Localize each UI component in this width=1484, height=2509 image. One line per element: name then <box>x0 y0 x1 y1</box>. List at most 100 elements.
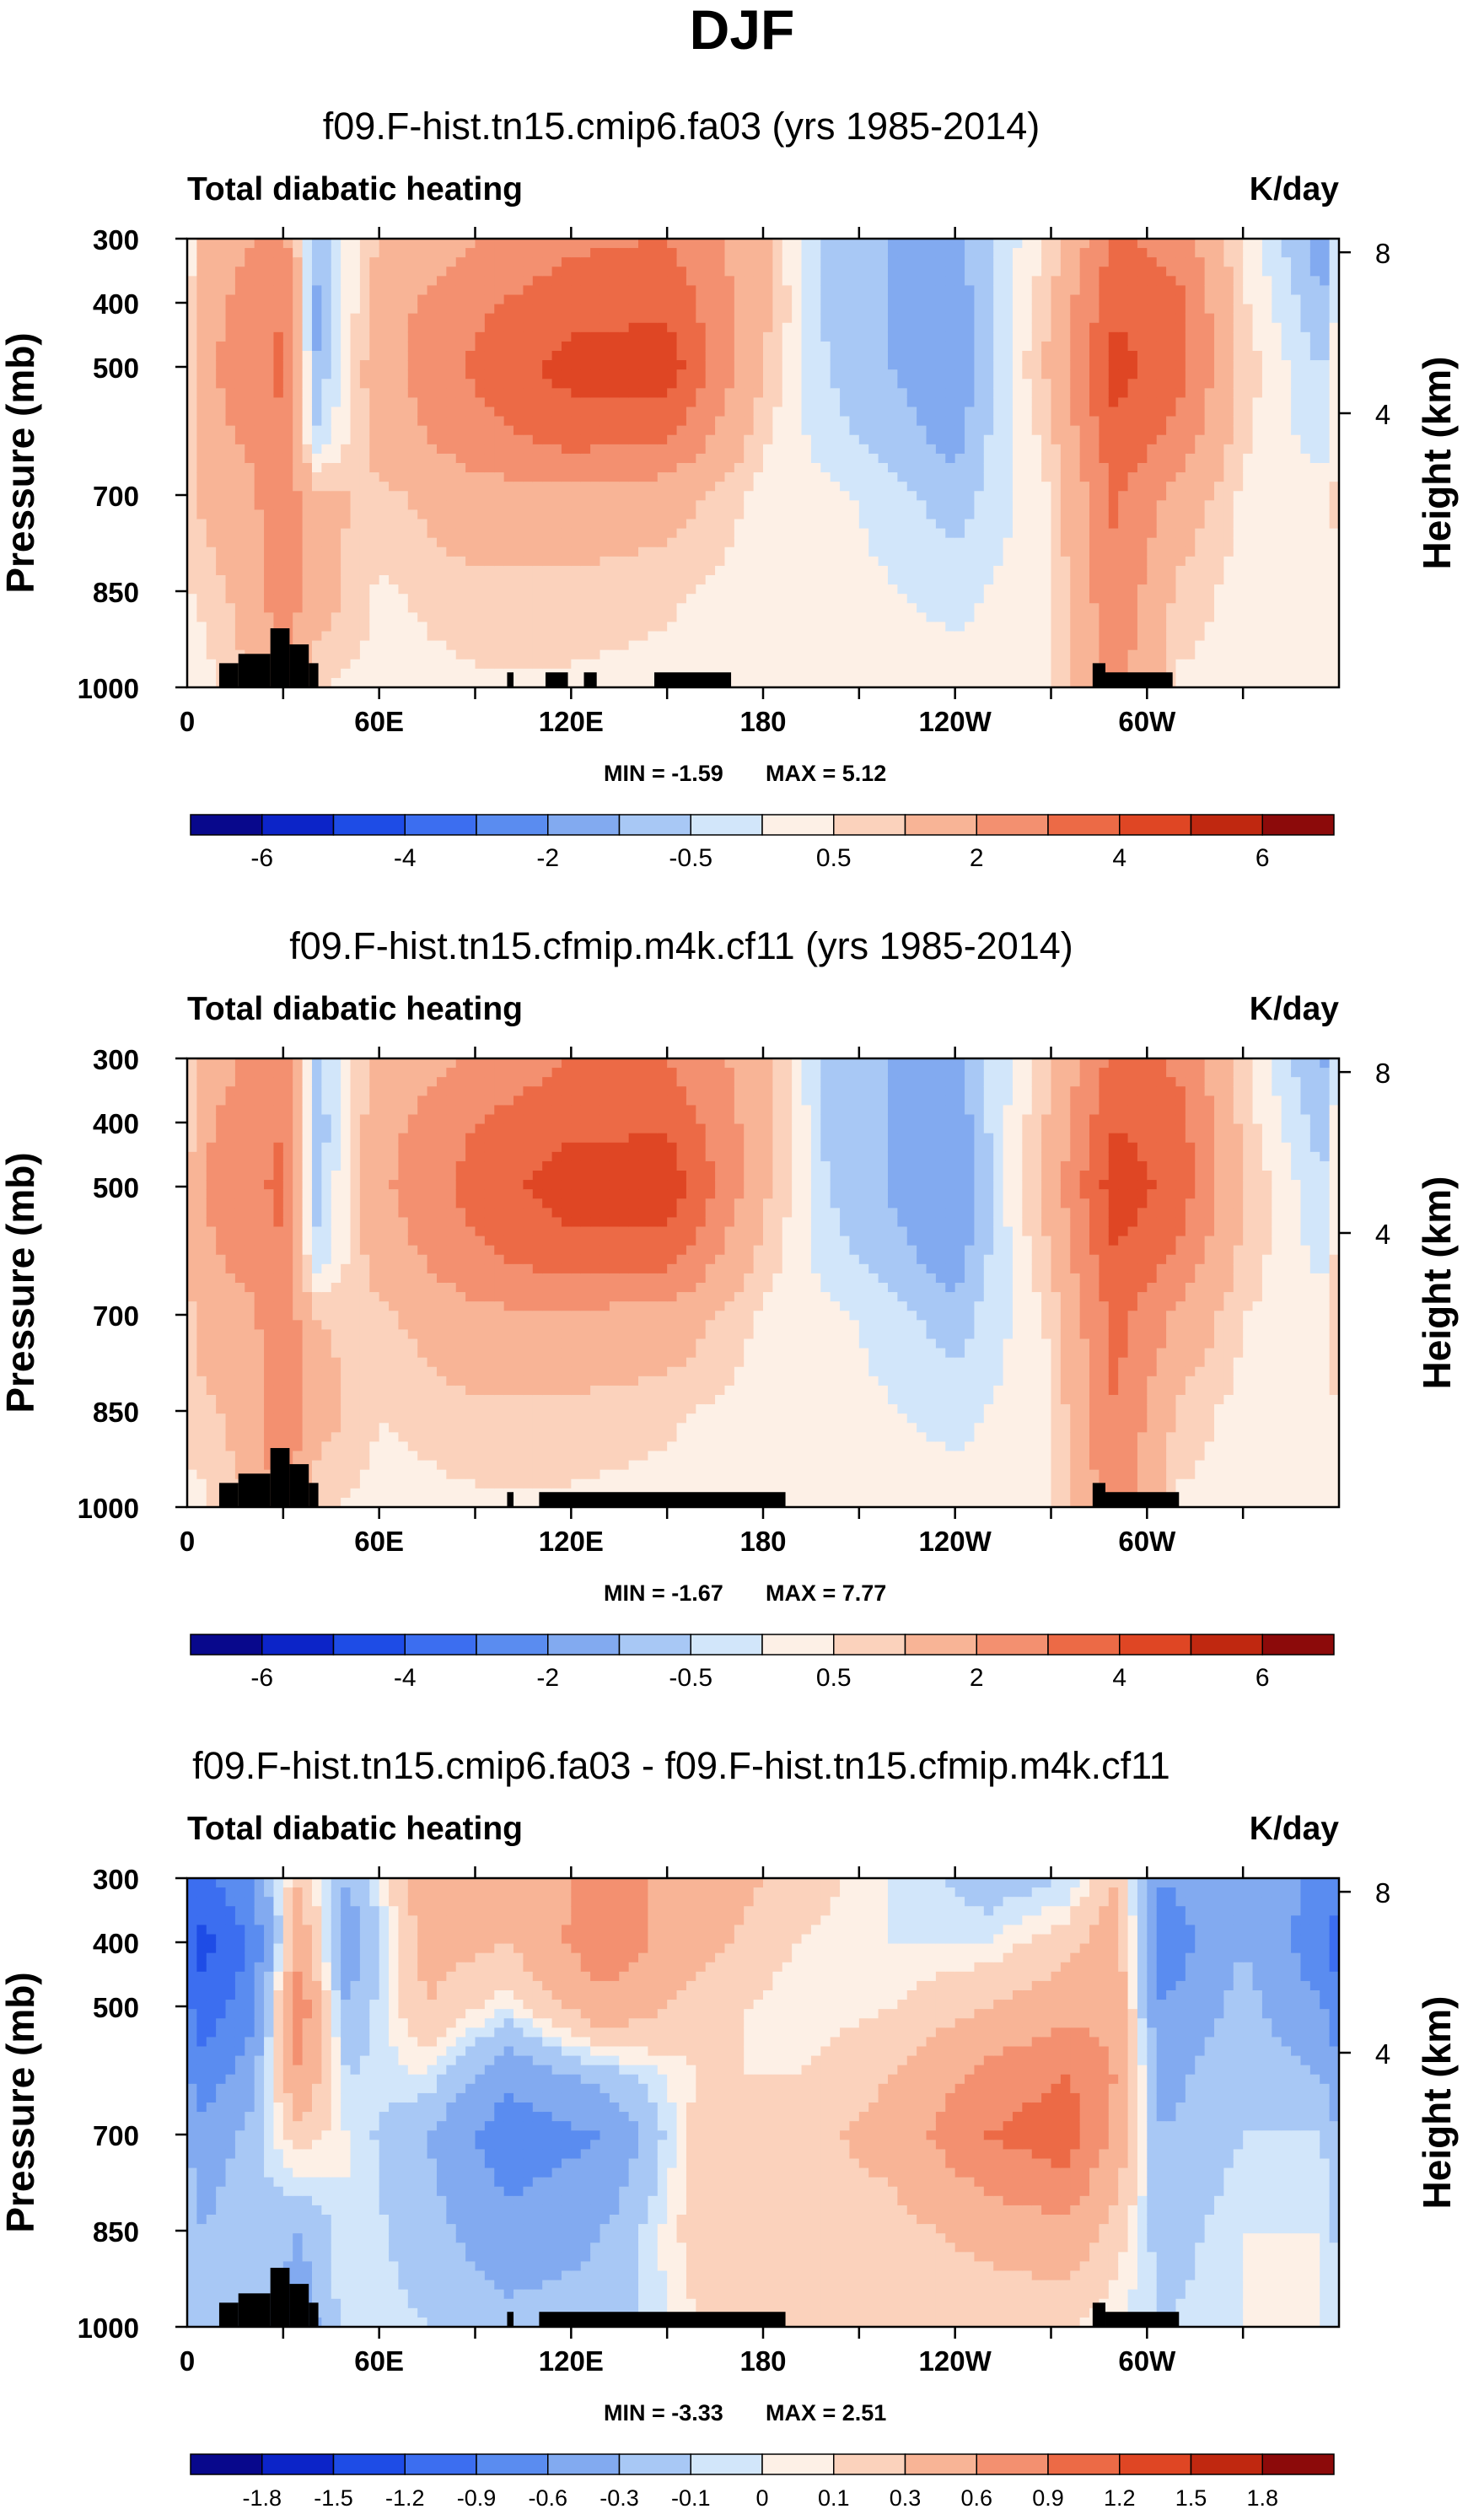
heatmap-cell <box>542 379 553 389</box>
heatmap-cell <box>974 397 985 408</box>
heatmap-cell <box>868 248 879 258</box>
heatmap-cell <box>657 267 668 277</box>
heatmap-cell <box>273 537 284 548</box>
heatmap-cell <box>965 472 976 482</box>
heatmap-cell <box>571 416 582 427</box>
heatmap-cell <box>321 453 332 464</box>
heatmap-cell <box>455 519 466 530</box>
heatmap-cell <box>801 677 812 688</box>
heatmap-cell <box>1051 603 1062 613</box>
heatmap-cell <box>1147 407 1158 417</box>
heatmap-cell <box>830 397 841 408</box>
heatmap-cell <box>359 351 370 361</box>
heatmap-cell <box>917 313 928 324</box>
heatmap-cell <box>897 519 908 530</box>
heatmap-cell <box>590 565 601 576</box>
heatmap-cell <box>187 677 197 688</box>
heatmap-cell <box>974 351 985 361</box>
heatmap-cell <box>926 397 937 408</box>
heatmap-cell <box>858 594 869 604</box>
heatmap-cell <box>436 565 447 576</box>
heatmap-cell <box>398 565 409 576</box>
heatmap-cell <box>264 565 275 576</box>
heatmap-cell <box>398 556 409 567</box>
heatmap-cell <box>1031 434 1042 445</box>
heatmap-cell <box>187 360 197 370</box>
heatmap-cell <box>1099 313 1110 324</box>
heatmap-cell <box>638 322 648 333</box>
heatmap-cell <box>245 482 255 492</box>
heatmap-cell <box>628 453 639 464</box>
heatmap-cell <box>234 584 245 595</box>
heatmap-cell <box>628 603 639 613</box>
heatmap-cell <box>657 500 668 511</box>
heatmap-cell <box>858 659 869 670</box>
heatmap-cell <box>311 519 322 530</box>
heatmap-cell <box>667 463 678 473</box>
heatmap-cell <box>436 453 447 464</box>
heatmap-cell <box>245 575 255 585</box>
heatmap-cell <box>1127 444 1138 455</box>
heatmap-cell <box>868 594 879 604</box>
heatmap-cell <box>849 640 860 651</box>
heatmap-cell <box>379 239 390 249</box>
heatmap-cell <box>379 509 390 520</box>
heatmap-cell <box>676 509 687 520</box>
heatmap-cell <box>1003 294 1014 305</box>
heatmap-cell <box>379 434 390 445</box>
heatmap-cell <box>782 677 793 688</box>
heatmap-cell <box>917 565 928 576</box>
heatmap-cell <box>551 276 562 287</box>
heatmap-cell <box>772 519 783 530</box>
heatmap-cell <box>446 267 457 277</box>
heatmap-cell <box>1127 594 1138 604</box>
heatmap-cell <box>311 556 322 567</box>
heatmap-cell <box>772 677 783 688</box>
heatmap-cell <box>273 416 284 427</box>
heatmap-cell <box>1166 472 1177 482</box>
heatmap-cell <box>1147 463 1158 473</box>
heatmap-cell <box>734 528 745 539</box>
heatmap-cell <box>849 537 860 548</box>
heatmap-cell <box>350 313 361 324</box>
heatmap-cell <box>1099 631 1110 642</box>
heatmap-cell <box>369 603 380 613</box>
heatmap-cell <box>840 677 851 688</box>
heatmap-cell <box>897 285 908 296</box>
heatmap-cell <box>225 379 236 389</box>
heatmap-cell <box>273 341 284 352</box>
heatmap-cell <box>782 509 793 520</box>
heatmap-cell <box>974 546 985 557</box>
heatmap-cell <box>1060 603 1071 613</box>
heatmap-cell <box>455 434 466 445</box>
heatmap-cell <box>926 612 937 623</box>
heatmap-cell <box>1060 622 1071 633</box>
heatmap-cell <box>389 322 400 333</box>
heatmap-cell <box>1079 388 1090 399</box>
heatmap-cell <box>906 276 917 287</box>
heatmap-cell <box>341 341 352 352</box>
heatmap-cell <box>187 622 197 633</box>
heatmap-cell <box>849 248 860 258</box>
heatmap-cell <box>705 546 716 557</box>
heatmap-cell <box>638 267 648 277</box>
heatmap-cell <box>1079 239 1090 249</box>
heatmap-cell <box>1003 434 1014 445</box>
heatmap-cell <box>389 267 400 277</box>
heatmap-cell <box>974 407 985 417</box>
heatmap-cell <box>542 434 553 445</box>
heatmap-cell <box>494 248 505 258</box>
heatmap-cell <box>427 556 438 567</box>
heatmap-cell <box>801 304 812 315</box>
heatmap-cell <box>667 369 678 380</box>
heatmap-cell <box>724 612 735 623</box>
heatmap-cell <box>830 463 841 473</box>
heatmap-cell <box>993 509 1004 520</box>
heatmap-cell <box>744 491 755 501</box>
heatmap-cell <box>868 556 879 567</box>
heatmap-cell <box>724 257 735 267</box>
heatmap-cell <box>254 285 265 296</box>
heatmap-cell <box>187 659 197 670</box>
heatmap-cell <box>1012 603 1023 613</box>
heatmap-cell <box>551 519 562 530</box>
